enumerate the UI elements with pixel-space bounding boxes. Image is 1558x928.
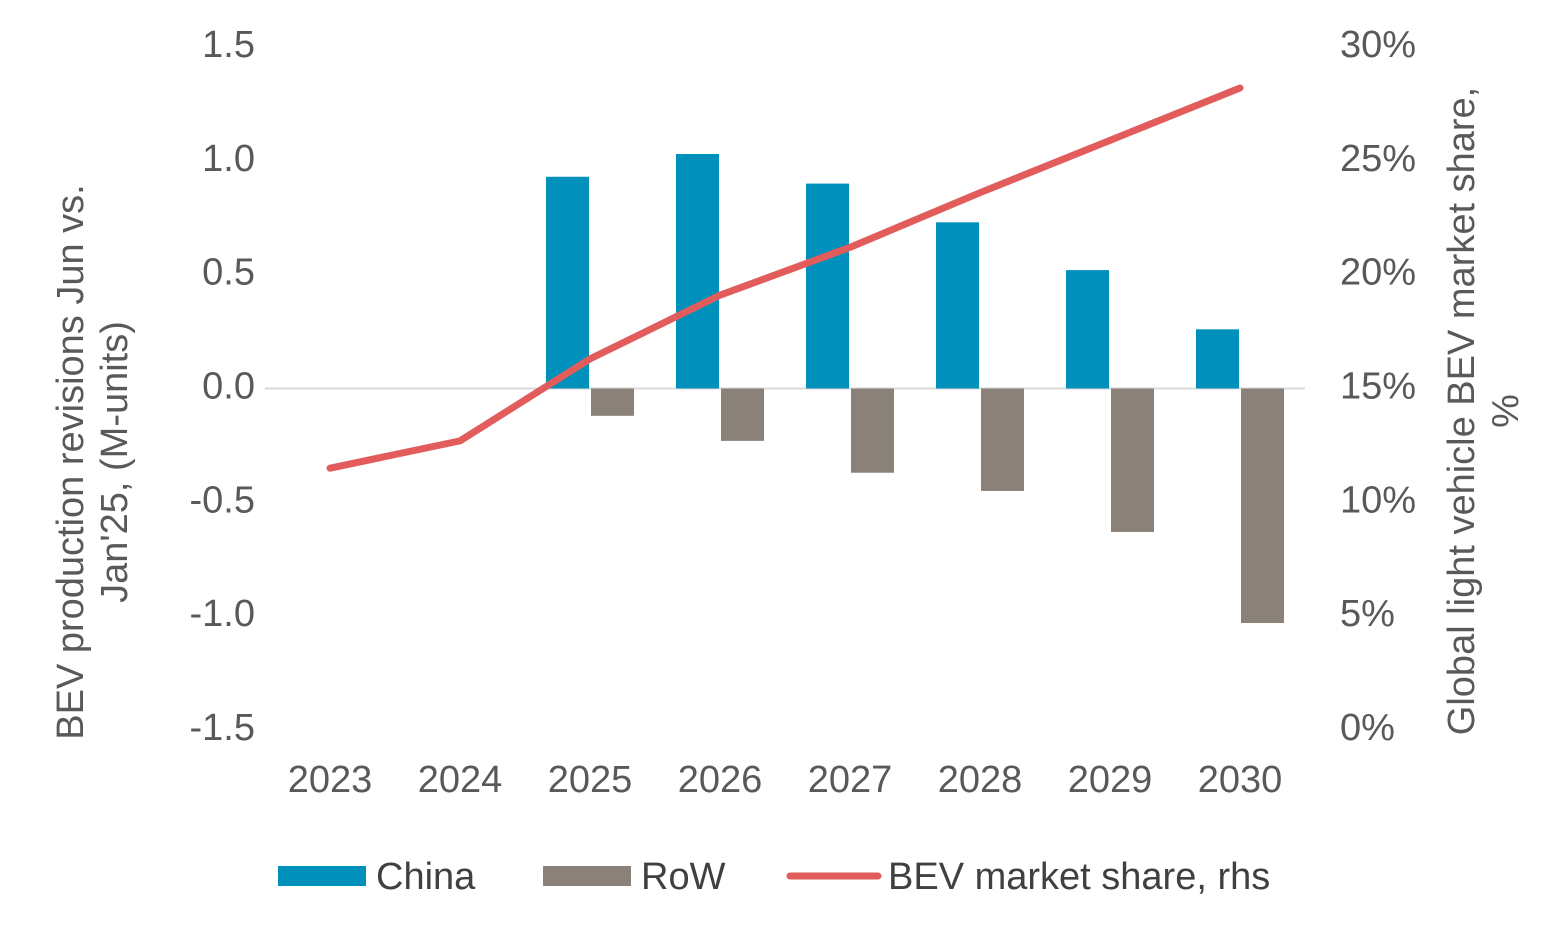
x-tick-label: 2029 — [1068, 759, 1153, 801]
right-tick-label: 25% — [1340, 138, 1416, 180]
bar-row-2028 — [981, 388, 1024, 491]
bar-row-2027 — [851, 388, 894, 473]
x-tick-label: 2026 — [678, 759, 763, 801]
legend-swatch-china — [278, 866, 366, 886]
legend: China RoW BEV market share, rhs — [278, 856, 1270, 898]
bar-row-2025 — [591, 388, 634, 416]
legend-label-row: RoW — [641, 856, 726, 898]
x-tick-label: 2030 — [1198, 759, 1283, 801]
left-tick-label: 0.5 — [202, 252, 255, 294]
x-tick-label: 2024 — [418, 759, 503, 801]
bar-china-2028 — [936, 222, 979, 389]
x-tick-label: 2023 — [288, 759, 373, 801]
right-tick-label: 20% — [1340, 252, 1416, 294]
right-axis-title: Global light vehicle BEV market share,% — [1441, 87, 1527, 735]
right-tick-label: 15% — [1340, 366, 1416, 408]
bar-china-2029 — [1066, 270, 1109, 389]
bar-china-2027 — [806, 183, 849, 389]
legend-label-china: China — [376, 856, 476, 898]
right-tick-label: 5% — [1340, 593, 1395, 635]
bar-china-2030 — [1196, 329, 1239, 389]
legend-label-bev-market-share-rhs: BEV market share, rhs — [888, 856, 1270, 898]
left-tick-label: 1.5 — [202, 24, 255, 66]
left-tick-label: -0.5 — [190, 479, 255, 521]
x-tick-label: 2025 — [548, 759, 633, 801]
legend-swatch-row — [543, 866, 631, 886]
right-axis-ticks: 30% 25% 20% 15% 10% 5% 0% — [1340, 24, 1416, 749]
x-axis-ticks: 2023 2024 2025 2026 2027 2028 2029 2030 — [288, 759, 1283, 801]
bars-layer — [546, 154, 1284, 623]
line-bev-market-share — [326, 84, 1244, 472]
bar-row-2029 — [1111, 388, 1154, 532]
left-tick-label: -1.5 — [190, 707, 255, 749]
line-layer — [326, 84, 1244, 472]
bar-china-2026 — [676, 154, 719, 389]
right-tick-label: 10% — [1340, 479, 1416, 521]
right-tick-label: 0% — [1340, 707, 1395, 749]
left-axis-ticks: 1.5 1.0 0.5 0.0 -0.5 -1.0 -1.5 — [190, 24, 255, 749]
bar-row-2030 — [1241, 388, 1284, 623]
left-tick-label: -1.0 — [190, 593, 255, 635]
right-tick-label: 30% — [1340, 24, 1416, 66]
x-tick-label: 2027 — [808, 759, 893, 801]
left-axis-title: BEV production revisions Jun vs.Jan'25, … — [50, 184, 136, 740]
left-tick-label: 0.0 — [202, 366, 255, 408]
bar-china-2025 — [546, 176, 589, 389]
bar-row-2026 — [721, 388, 764, 441]
left-tick-label: 1.0 — [202, 138, 255, 180]
x-tick-label: 2028 — [938, 759, 1023, 801]
